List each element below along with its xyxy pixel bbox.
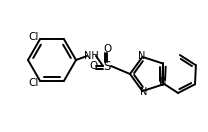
Text: N: N — [140, 87, 147, 97]
Text: N: N — [160, 77, 167, 87]
Text: O: O — [103, 44, 111, 54]
Text: Cl: Cl — [29, 32, 39, 42]
Text: Cl: Cl — [29, 78, 39, 88]
Text: S: S — [103, 60, 111, 72]
Text: O: O — [89, 61, 97, 71]
Text: NH: NH — [84, 51, 98, 61]
Text: N: N — [138, 51, 145, 61]
